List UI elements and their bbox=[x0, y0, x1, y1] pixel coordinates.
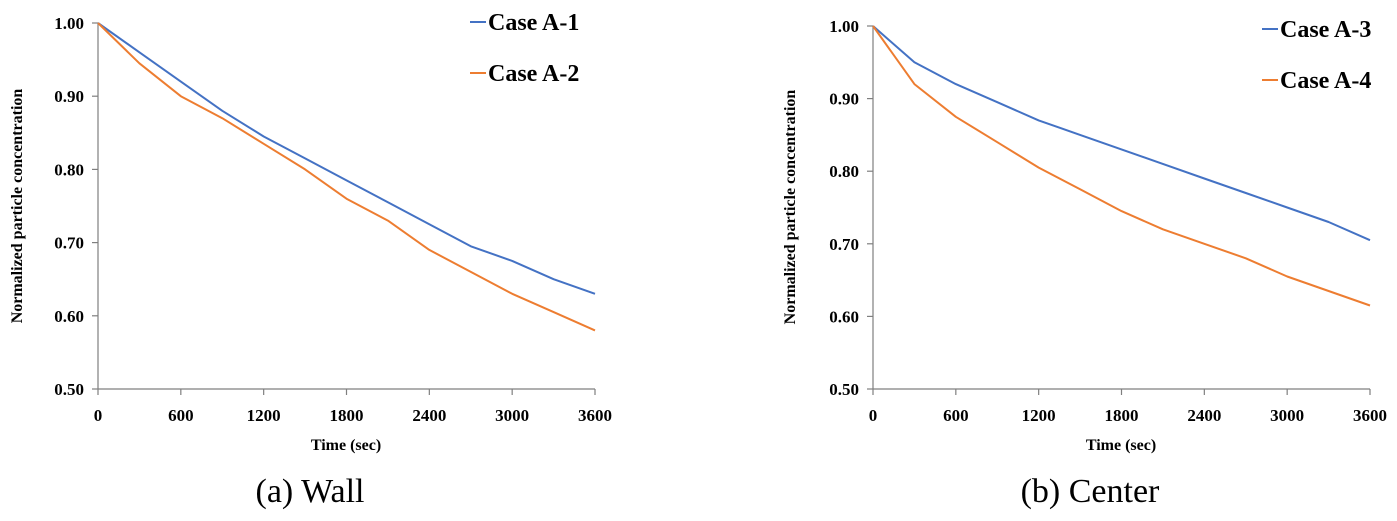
y-tick-label: 0.50 bbox=[54, 380, 84, 399]
series-line-case-a-2 bbox=[97, 22, 596, 332]
x-tick-label: 600 bbox=[168, 406, 194, 425]
x-tick-label: 3000 bbox=[1270, 406, 1304, 425]
y-tick-label: 0.60 bbox=[829, 307, 859, 326]
x-tick-label: 1200 bbox=[1022, 406, 1056, 425]
y-tick-label: 0.60 bbox=[54, 307, 84, 326]
y-tick-label: 0.90 bbox=[829, 90, 859, 109]
legend-label: Case A-4 bbox=[1280, 68, 1371, 94]
y-axis-title: Normalized particle concentration bbox=[9, 89, 26, 324]
series-line-case-a-1 bbox=[97, 22, 596, 295]
x-tick-label: 3600 bbox=[1353, 406, 1387, 425]
series-line-case-a-3 bbox=[872, 25, 1371, 242]
panel-caption: (a) Wall bbox=[256, 473, 365, 510]
x-tick-label: 1200 bbox=[247, 406, 281, 425]
x-axis-title: Time (sec) bbox=[1086, 437, 1156, 454]
panel-caption: (b) Center bbox=[1021, 473, 1160, 510]
legend-label: Case A-3 bbox=[1280, 17, 1371, 43]
y-tick-label: 0.80 bbox=[54, 160, 84, 179]
chart-panel-1: 0.50 0.60 0.70 0.80 0.90 1.00 0 600 1200 1800 2400… bbox=[9, 10, 612, 510]
chart-panel-2: 0.50 0.60 0.70 0.80 0.90 1.00 0 600 1200 1800 2400… bbox=[782, 17, 1387, 510]
y-tick-label: 1.00 bbox=[54, 14, 84, 33]
legend-label: Case A-2 bbox=[488, 61, 579, 87]
y-tick-label: 0.70 bbox=[54, 234, 84, 253]
x-axis-title: Time (sec) bbox=[311, 437, 381, 454]
x-tick-label: 3600 bbox=[578, 406, 612, 425]
x-tick-label: 600 bbox=[943, 406, 969, 425]
y-tick-label: 0.80 bbox=[829, 162, 859, 181]
x-tick-label: 1800 bbox=[330, 406, 364, 425]
series-line-case-a-4 bbox=[872, 25, 1371, 307]
x-tick-label: 2400 bbox=[1187, 406, 1221, 425]
legend-label: Case A-1 bbox=[488, 10, 579, 36]
y-tick-label: 1.00 bbox=[829, 17, 859, 36]
x-tick-label: 0 bbox=[869, 406, 878, 425]
x-tick-label: 1800 bbox=[1105, 406, 1139, 425]
x-tick-label: 0 bbox=[94, 406, 103, 425]
x-tick-label: 2400 bbox=[412, 406, 446, 425]
y-axis-title: Normalized particle concentration bbox=[782, 90, 799, 325]
y-tick-label: 0.70 bbox=[829, 235, 859, 254]
y-tick-label: 0.90 bbox=[54, 87, 84, 106]
x-tick-label: 3000 bbox=[495, 406, 529, 425]
y-tick-label: 0.50 bbox=[829, 380, 859, 399]
